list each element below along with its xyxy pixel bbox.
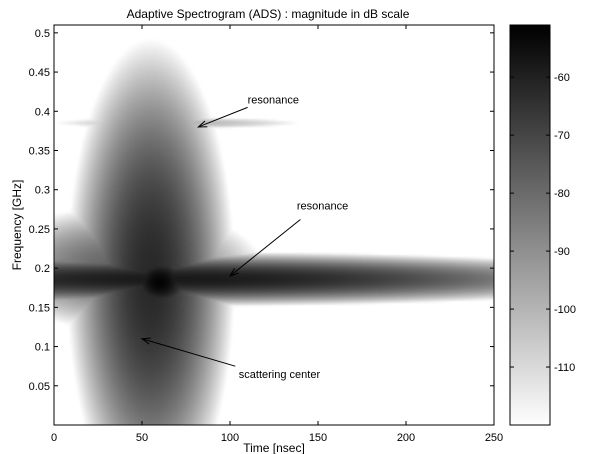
- heatmap-image: [54, 25, 494, 425]
- y-tick-label: 0.2: [35, 263, 50, 275]
- annotation-arrowhead: [228, 268, 239, 277]
- annotation-label: resonance: [248, 94, 299, 106]
- y-tick-label: 0.5: [35, 28, 50, 40]
- x-axis-ticks: 0 50 100 150 200 250: [51, 25, 503, 444]
- x-axis-label: Time [nsec]: [243, 441, 305, 454]
- y-axis-ticks: 0.05 0.1 0.15 0.2 0.25 0.3 0.35 0.4 0.45 0.5: [29, 28, 494, 393]
- y-tick-label: 0.25: [29, 224, 50, 236]
- plot-area: 0 50 100 150 200 250 0.05 0.1 0.15 0.2 0.25 0.3 0.3…: [29, 24, 503, 444]
- x-tick-label: 250: [485, 432, 503, 444]
- y-tick-label: 0.35: [29, 145, 50, 157]
- annotation-arrowhead: [196, 120, 208, 128]
- colorbar-gradient: [510, 25, 550, 425]
- y-tick-label: 0.1: [35, 342, 50, 354]
- y-tick-label: 0.45: [29, 67, 50, 79]
- y-axis-label: Frequency [GHz]: [10, 180, 24, 271]
- annotations: resonance resonance scattering center: [140, 94, 348, 381]
- chart-title: Adaptive Spectrogram (ADS) : magnitude i…: [127, 7, 410, 21]
- x-tick-label: 200: [397, 432, 415, 444]
- colorbar-tick-label: -110: [554, 362, 575, 374]
- colorbar-ticks: -60 -70 -80 -90 -100 -110: [510, 72, 576, 374]
- colorbar-tick-label: -100: [554, 304, 576, 316]
- y-tick-label: 0.4: [35, 106, 50, 118]
- annotation-arrowhead: [140, 337, 152, 345]
- x-tick-label: 0: [51, 432, 57, 444]
- colorbar-tick-label: -70: [554, 130, 570, 142]
- annotation-arrow-line: [229, 219, 301, 277]
- plot-frame: [53, 24, 495, 426]
- annotation-arrow-line: [141, 338, 236, 367]
- colorbar-frame: [509, 24, 551, 426]
- y-tick-label: 0.05: [29, 381, 50, 393]
- colorbar: -60 -70 -80 -90 -100 -110: [509, 24, 576, 426]
- colorbar-tick-label: -60: [554, 72, 570, 84]
- x-tick-label: 100: [221, 432, 239, 444]
- annotation-label: scattering center: [239, 369, 321, 381]
- colorbar-tick-label: -80: [554, 188, 570, 200]
- x-tick-label: 150: [309, 432, 327, 444]
- annotation-arrow-line: [198, 106, 248, 128]
- x-tick-label: 50: [136, 432, 148, 444]
- y-tick-label: 0.15: [29, 302, 50, 314]
- annotation-label: resonance: [297, 200, 348, 212]
- colorbar-tick-label: -90: [554, 246, 570, 258]
- y-tick-label: 0.3: [35, 185, 50, 197]
